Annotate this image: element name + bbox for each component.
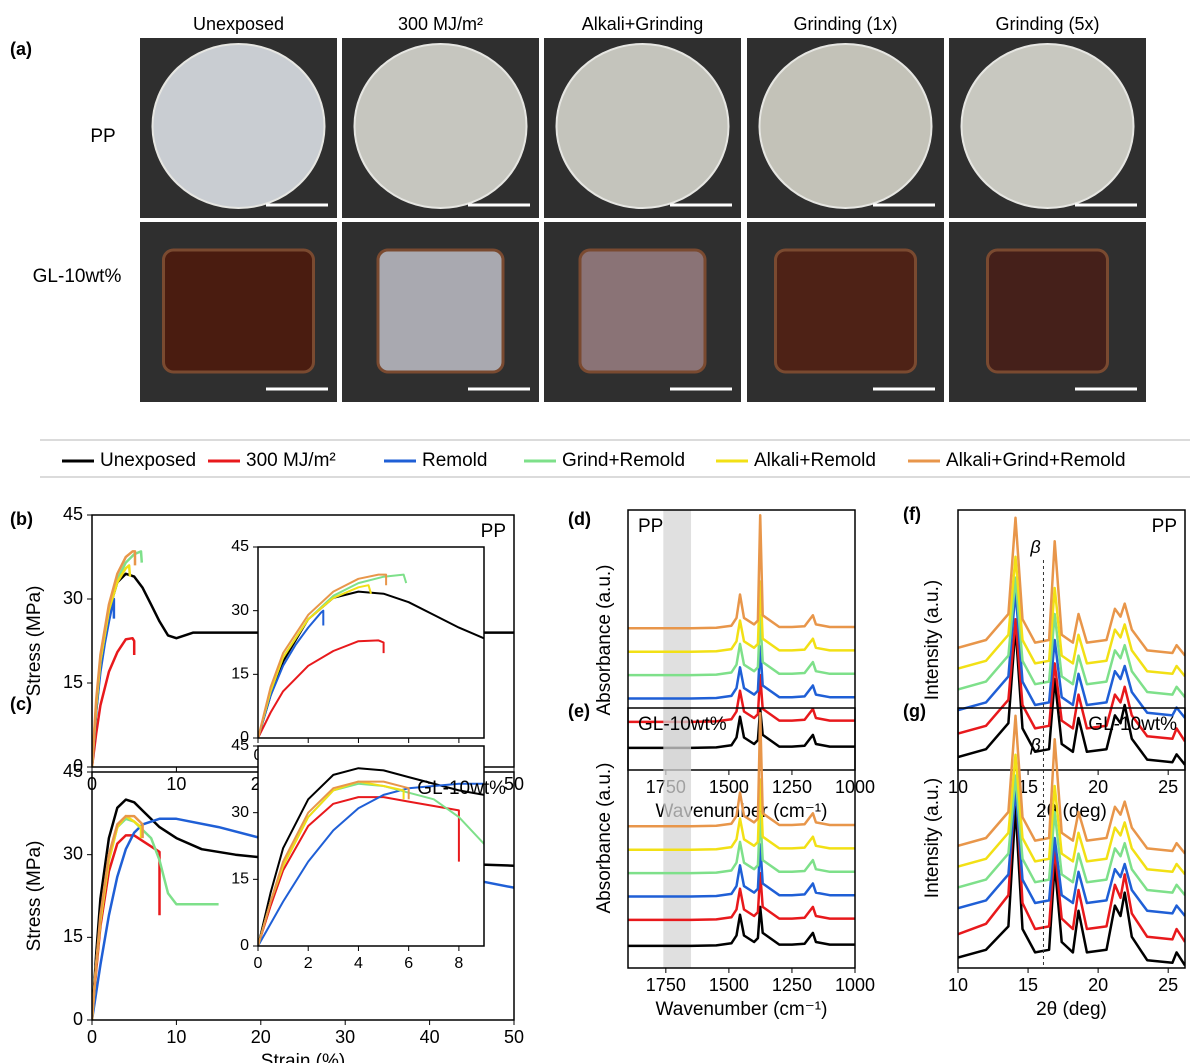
series-line — [958, 557, 1185, 677]
sample — [153, 44, 325, 208]
x-tick-label: 50 — [504, 1027, 524, 1047]
annotation-text: β — [1029, 537, 1040, 557]
x-tick-label: 8 — [454, 955, 463, 972]
legend-label: Alkali+Grind+Remold — [946, 450, 1126, 471]
x-tick-label: 1500 — [709, 975, 749, 995]
column-label: Alkali+Grinding — [582, 14, 704, 34]
sample — [988, 250, 1108, 372]
series-line — [628, 582, 855, 652]
panel-tag: (c) — [10, 694, 32, 714]
column-label: Grinding (1x) — [793, 14, 897, 34]
x-tick-label: 1250 — [772, 777, 812, 797]
series-line — [958, 518, 1185, 656]
column-label: Unexposed — [193, 14, 284, 34]
y-tick-label: 0 — [73, 1009, 83, 1029]
x-axis-title: 2θ (deg) — [1036, 801, 1107, 822]
sample-label: PP — [638, 516, 663, 537]
y-tick-label: 30 — [231, 602, 249, 619]
x-tick-label: 1750 — [646, 975, 686, 995]
panel-tag: (e) — [568, 701, 590, 721]
y-tick-label: 15 — [63, 672, 83, 692]
sample — [962, 44, 1134, 208]
x-tick-label: 2 — [304, 955, 313, 972]
series-line — [958, 776, 1185, 896]
y-tick-label: 30 — [231, 804, 249, 821]
row-label: GL-10wt% — [33, 266, 122, 287]
x-tick-label: 40 — [420, 1027, 440, 1047]
panel-tag: (a) — [10, 39, 32, 59]
sample — [557, 44, 729, 208]
x-axis-title: Strain (%) — [261, 1051, 345, 1063]
y-axis-title: Stress (MPa) — [24, 586, 45, 697]
y-tick-label: 0 — [240, 937, 249, 954]
annotation-text: β — [1029, 735, 1040, 755]
sample — [355, 44, 527, 208]
sample — [164, 250, 314, 372]
column-label: 300 MJ/m² — [398, 14, 483, 34]
series-line — [628, 907, 855, 946]
y-tick-label: 45 — [63, 761, 83, 781]
legend-label: 300 MJ/m² — [246, 450, 336, 471]
sample — [760, 44, 932, 208]
x-tick-label: 20 — [251, 1027, 271, 1047]
y-axis-title: Absorbance (a.u.) — [594, 762, 615, 913]
x-tick-label: 10 — [166, 1027, 186, 1047]
x-tick-label: 1000 — [835, 975, 875, 995]
legend-label: Grind+Remold — [562, 450, 685, 471]
y-axis-title: Intensity (a.u.) — [922, 580, 943, 700]
row-label: PP — [90, 126, 115, 147]
column-label: Grinding (5x) — [995, 14, 1099, 34]
sample-label: GL-10wt% — [638, 714, 727, 735]
panel-tag: (d) — [568, 509, 591, 529]
y-tick-label: 15 — [231, 666, 249, 683]
y-tick-label: 30 — [63, 843, 83, 863]
x-tick-label: 10 — [166, 774, 186, 794]
sample-label: GL-10wt% — [417, 778, 506, 799]
x-tick-label: 6 — [404, 955, 413, 972]
x-tick-label: 15 — [1018, 975, 1038, 995]
shaded-band — [663, 708, 691, 968]
x-axis-title: Wavenumber (cm⁻¹) — [656, 999, 828, 1020]
sample-label: GL-10wt% — [1088, 714, 1177, 735]
panel-tag: (g) — [903, 701, 926, 721]
y-tick-label: 15 — [231, 871, 249, 888]
y-tick-label: 45 — [231, 538, 249, 555]
x-tick-label: 10 — [948, 975, 968, 995]
panel-tag: (f) — [903, 504, 921, 524]
x-tick-label: 20 — [1088, 975, 1108, 995]
x-tick-label: 0 — [254, 955, 263, 972]
series-line — [958, 578, 1185, 698]
sample-label: PP — [1152, 516, 1177, 537]
y-axis-title: Absorbance (a.u.) — [594, 564, 615, 715]
y-axis-title: Stress (MPa) — [24, 841, 45, 952]
sample — [776, 250, 916, 372]
legend-label: Unexposed — [100, 450, 196, 471]
y-tick-label: 45 — [231, 737, 249, 754]
legend-label: Remold — [422, 450, 487, 471]
panel-tag: (b) — [10, 509, 33, 529]
sample — [580, 250, 705, 372]
x-axis-title: 2θ (deg) — [1036, 999, 1107, 1020]
y-tick-label: 30 — [63, 588, 83, 608]
y-axis-title: Intensity (a.u.) — [922, 778, 943, 898]
sample — [378, 250, 503, 372]
x-tick-label: 0 — [87, 1027, 97, 1047]
x-tick-label: 25 — [1158, 777, 1178, 797]
legend-label: Alkali+Remold — [754, 450, 876, 471]
series-line — [92, 835, 160, 1020]
y-tick-label: 45 — [63, 504, 83, 524]
y-tick-label: 15 — [63, 926, 83, 946]
figure: (a) Unexposed 300 MJ/m² Alkali+Grinding Gri… — [0, 0, 1197, 1063]
x-tick-label: 20 — [1088, 777, 1108, 797]
x-tick-label: 30 — [335, 1027, 355, 1047]
plot-area — [958, 716, 1185, 966]
x-tick-label: 1500 — [709, 777, 749, 797]
plot-area — [628, 515, 855, 748]
sample-label: PP — [481, 521, 506, 542]
x-tick-label: 1250 — [772, 975, 812, 995]
x-tick-label: 4 — [354, 955, 363, 972]
x-tick-label: 25 — [1158, 975, 1178, 995]
